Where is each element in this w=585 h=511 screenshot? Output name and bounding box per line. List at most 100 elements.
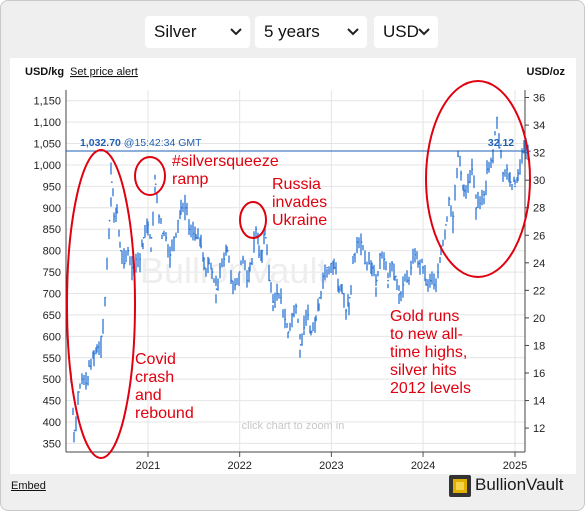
y-tick-label: 450 (43, 396, 61, 408)
annotation-line: crash (135, 369, 174, 386)
bullionvault-logo[interactable]: BullionVault (448, 473, 576, 499)
data-point (255, 228, 258, 231)
y2-tick-label: 18 (533, 340, 545, 352)
data-point (422, 266, 424, 269)
data-point (119, 249, 122, 252)
data-point (276, 292, 279, 295)
data-point (123, 262, 126, 265)
brand-name: BullionVault (475, 475, 564, 494)
data-point (402, 284, 405, 286)
data-point (414, 254, 417, 256)
data-point (139, 258, 142, 261)
data-point (506, 168, 509, 171)
data-point (399, 292, 401, 295)
chevron-down-icon (230, 28, 242, 36)
data-point (330, 262, 333, 265)
data-point (200, 245, 203, 248)
period-select[interactable]: 5 years (255, 16, 367, 48)
data-point (467, 181, 470, 184)
data-point (219, 266, 221, 269)
data-point (391, 262, 394, 265)
data-point (496, 116, 499, 119)
data-point (433, 284, 436, 286)
y-tick-label: 550 (43, 353, 61, 365)
data-point (192, 232, 195, 235)
data-point (383, 258, 386, 261)
data-point (185, 206, 187, 209)
annotations: Covid crash and rebound#silversqueeze ramp Ru… (66, 80, 531, 459)
price-chart[interactable]: BullionVault click chart to zoom in 350 4… (10, 58, 576, 474)
annotation-ellipse (134, 156, 166, 196)
data-point (85, 382, 88, 385)
data-point (154, 183, 157, 186)
data-point (110, 181, 113, 184)
currency-select[interactable]: USD (374, 16, 438, 48)
data-point (368, 262, 371, 265)
y2-tick-label: 28 (533, 203, 545, 215)
data-point (445, 224, 447, 226)
data-point (463, 189, 466, 192)
data-point (356, 241, 359, 243)
data-point (345, 309, 348, 312)
data-point (299, 343, 302, 346)
data-point (517, 172, 520, 175)
y-tick-label: 1,050 (33, 139, 61, 151)
data-point (333, 266, 336, 269)
y2-tick-label: 32 (533, 148, 545, 160)
y2-tick-label: 12 (533, 423, 545, 435)
annotation-ellipse (239, 201, 267, 239)
x-tick-label: 2022 (227, 460, 251, 472)
data-point (231, 279, 233, 282)
chevron-down-icon (418, 28, 430, 36)
set-price-alert-link[interactable]: Set price alert (70, 66, 138, 78)
gold-bar-icon (449, 475, 471, 497)
y2-tick-label: 20 (533, 313, 545, 325)
embed-link[interactable]: Embed (11, 480, 46, 492)
annotation-line: to new all- (390, 326, 463, 343)
data-point (379, 254, 382, 256)
annotation-ellipse (425, 80, 531, 278)
data-point (437, 271, 440, 273)
annotation-text: Gold runs to new all-time highs, silver hi… (390, 308, 471, 397)
y-tick-label: 1,150 (33, 96, 61, 108)
data-point (490, 159, 493, 162)
data-point (457, 155, 460, 158)
data-point (196, 236, 198, 239)
data-point (460, 172, 463, 175)
data-point (284, 318, 287, 321)
y-tick-label: 500 (43, 374, 61, 386)
data-point (208, 262, 210, 265)
y-tick-label: 600 (43, 331, 61, 343)
data-point (158, 215, 161, 218)
left-unit-label: USD/kg (25, 66, 64, 78)
data-point (303, 326, 306, 329)
zoom-hint[interactable]: click chart to zoom in (242, 420, 345, 432)
annotation-line: Russia (272, 176, 321, 193)
annotation-line: and (135, 387, 162, 404)
data-point (261, 249, 264, 252)
data-point (116, 211, 119, 213)
y2-tick-label: 26 (533, 230, 545, 242)
data-point (78, 391, 80, 393)
data-point (150, 236, 153, 239)
y-tick-label: 1,000 (33, 160, 61, 172)
data-point (295, 305, 298, 308)
data-point (502, 172, 505, 175)
metal-select[interactable]: Silver (145, 16, 250, 48)
data-point (180, 206, 183, 209)
data-point (165, 236, 168, 239)
annotation-line: Covid (135, 351, 176, 368)
y-tick-label: 900 (43, 203, 61, 215)
data-point (223, 258, 226, 261)
annotation-line: ramp (172, 171, 209, 188)
data-point (360, 241, 363, 243)
data-point (113, 215, 116, 218)
data-point (242, 258, 245, 261)
data-point (486, 168, 489, 171)
y-tick-label: 1,100 (33, 117, 61, 129)
chart-panel[interactable]: BullionVault click chart to zoom in 350 4… (10, 58, 576, 474)
data-point (226, 249, 229, 252)
y-tick-label: 850 (43, 224, 61, 236)
data-point (353, 254, 355, 256)
data-point (246, 279, 249, 282)
